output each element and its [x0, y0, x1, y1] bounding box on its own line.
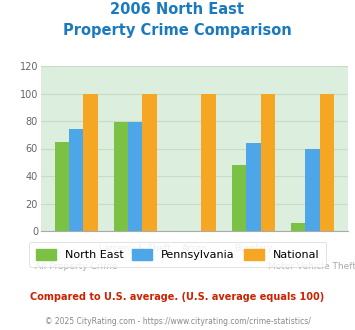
Text: Burglary: Burglary	[234, 244, 273, 253]
Text: Arson: Arson	[181, 244, 207, 253]
Bar	[201, 93, 215, 231]
Bar	[305, 148, 320, 231]
Bar	[232, 165, 246, 231]
Bar	[320, 93, 334, 231]
Bar	[55, 142, 69, 231]
Text: Compared to U.S. average. (U.S. average equals 100): Compared to U.S. average. (U.S. average …	[31, 292, 324, 302]
Text: 2006 North East: 2006 North East	[110, 2, 245, 16]
Bar	[246, 143, 261, 231]
Bar	[261, 93, 275, 231]
Bar	[128, 122, 142, 231]
Legend: North East, Pennsylvania, National: North East, Pennsylvania, National	[29, 242, 326, 267]
Bar	[142, 93, 157, 231]
Bar	[114, 122, 128, 231]
Text: Motor Vehicle Theft: Motor Vehicle Theft	[268, 262, 355, 271]
Text: © 2025 CityRating.com - https://www.cityrating.com/crime-statistics/: © 2025 CityRating.com - https://www.city…	[45, 317, 310, 326]
Bar	[69, 129, 83, 231]
Text: Larceny & Theft: Larceny & Theft	[99, 244, 171, 253]
Text: Property Crime Comparison: Property Crime Comparison	[63, 23, 292, 38]
Bar	[83, 93, 98, 231]
Text: All Property Crime: All Property Crime	[35, 262, 118, 271]
Bar	[291, 223, 305, 231]
